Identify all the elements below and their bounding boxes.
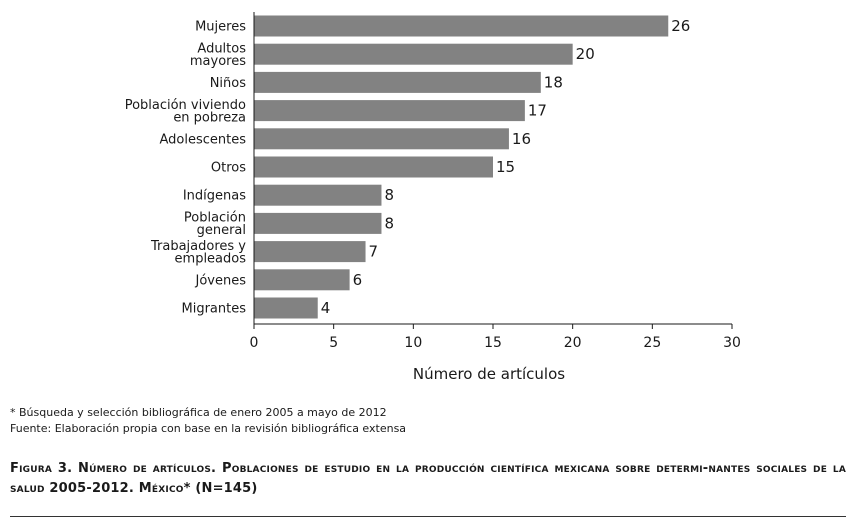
category-label: Población viviendo xyxy=(125,98,246,113)
x-tick-label: 30 xyxy=(723,335,741,351)
bar xyxy=(254,128,509,150)
category-label: Niños xyxy=(210,76,247,91)
category-label: Indígenas xyxy=(183,189,246,204)
x-tick-label: 15 xyxy=(484,335,502,351)
bar xyxy=(254,241,366,263)
value-label: 7 xyxy=(369,243,379,261)
source-note: Fuente: Elaboración propia con base en l… xyxy=(10,422,407,435)
value-label: 15 xyxy=(496,158,515,176)
bottom-rule xyxy=(10,516,846,517)
value-label: 8 xyxy=(384,186,394,204)
bar xyxy=(254,212,382,234)
category-label: mayores xyxy=(190,54,246,69)
value-label: 8 xyxy=(384,214,394,232)
value-label: 4 xyxy=(321,299,331,317)
category-label: Adolescentes xyxy=(159,132,246,147)
bar xyxy=(254,297,318,319)
x-tick-label: 25 xyxy=(643,335,661,351)
category-label: Población xyxy=(184,211,246,226)
category-label: en pobreza xyxy=(173,110,246,125)
bar xyxy=(254,43,573,65)
bar xyxy=(254,269,350,291)
bar xyxy=(254,71,541,93)
search-note: * Búsqueda y selección bibliográfica de … xyxy=(10,406,387,419)
value-label: 20 xyxy=(576,45,595,63)
value-label: 17 xyxy=(528,102,547,120)
category-label: Adultos xyxy=(197,41,246,56)
category-label: Migrantes xyxy=(182,302,247,317)
bar xyxy=(254,184,382,206)
category-label: empleados xyxy=(175,251,247,266)
category-label: Otros xyxy=(211,161,246,176)
x-tick-label: 0 xyxy=(250,335,259,351)
category-label: general xyxy=(197,223,246,238)
value-label: 6 xyxy=(353,271,363,289)
value-label: 16 xyxy=(512,130,531,148)
bar xyxy=(254,100,525,122)
category-label: Trabajadores y xyxy=(150,239,246,254)
x-tick-label: 5 xyxy=(329,335,338,351)
figure-caption: Figura 3. Número de artículos. Poblacion… xyxy=(10,461,846,496)
category-label: Mujeres xyxy=(195,20,246,35)
category-label: Jóvenes xyxy=(195,273,247,288)
value-label: 26 xyxy=(671,17,690,35)
bar xyxy=(254,15,669,37)
bar xyxy=(254,156,493,178)
x-tick-label: 20 xyxy=(564,335,582,351)
x-tick-label: 10 xyxy=(404,335,422,351)
chart-notes: * Búsqueda y selección bibliográfica de … xyxy=(10,405,840,437)
value-label: 18 xyxy=(544,73,563,91)
x-axis-title: Número de artículos xyxy=(413,365,565,383)
